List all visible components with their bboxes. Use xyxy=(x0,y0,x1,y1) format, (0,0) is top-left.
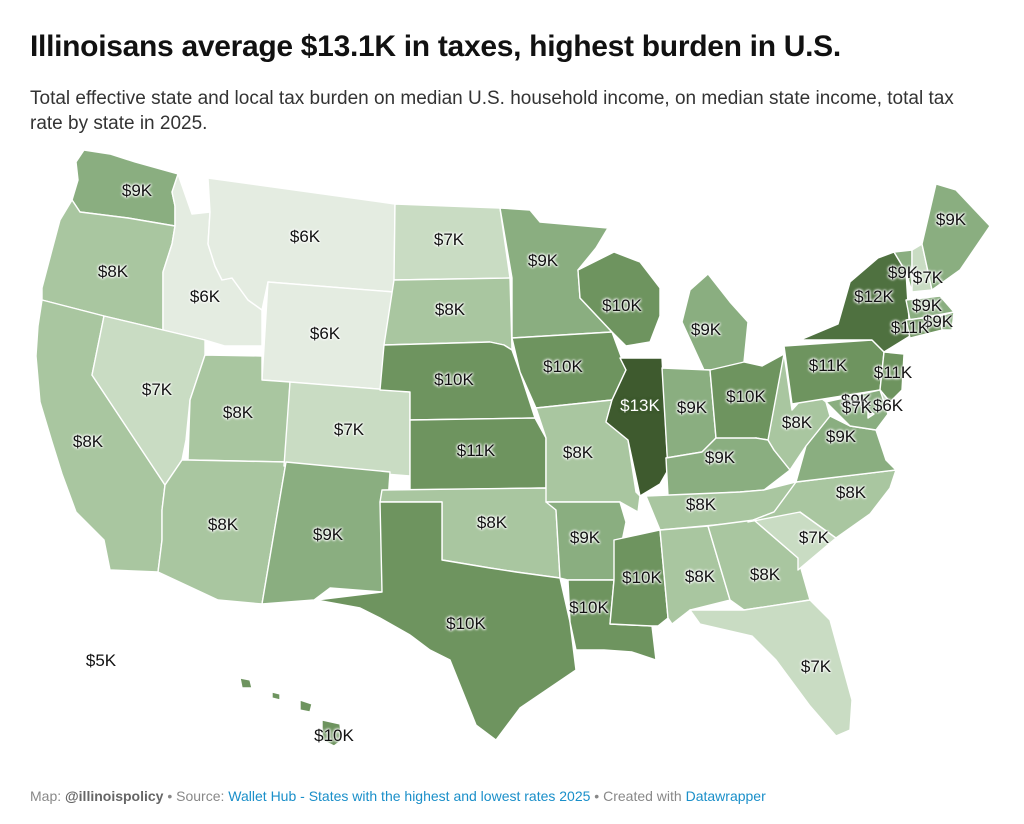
state-label-co: $7K xyxy=(333,420,365,439)
state-label-ut: $8K xyxy=(222,403,254,422)
state-label-nv: $7K xyxy=(141,380,173,399)
datawrapper-link[interactable]: Datawrapper xyxy=(685,788,766,804)
state-hi-part-2[interactable] xyxy=(299,699,313,713)
footer-map-credit: @illinoispolicy xyxy=(65,788,164,804)
state-label-az: $8K xyxy=(207,515,239,534)
state-de[interactable] xyxy=(879,389,891,415)
state-label-il: $13K xyxy=(620,396,660,415)
state-nj[interactable] xyxy=(879,351,905,403)
state-dc[interactable] xyxy=(867,409,875,419)
choropleth-map: $9K $8K $8K $6K $7K $6K $6K $8K $8K $7K $9K $7K $8K $… xyxy=(0,140,1024,780)
state-label-ca: $8K xyxy=(72,432,104,451)
state-ne[interactable] xyxy=(379,341,536,421)
state-label-tn: $8K xyxy=(685,495,717,514)
state-wv[interactable] xyxy=(767,353,831,471)
state-label-wy: $6K xyxy=(309,324,341,343)
state-label-la: $10K xyxy=(569,598,609,617)
state-label-va: $9K xyxy=(825,427,857,446)
map-subtitle: Total effective state and local tax burd… xyxy=(30,88,954,134)
state-label-hi: $10K xyxy=(314,726,354,745)
state-hi-part-1[interactable] xyxy=(271,691,281,701)
state-label-id: $6K xyxy=(189,287,221,306)
state-label-ma: $9K xyxy=(911,296,943,315)
state-hi-part-3[interactable] xyxy=(321,719,343,747)
state-label-tx: $10K xyxy=(446,614,486,633)
state-label-pa: $11K xyxy=(808,356,848,375)
footer-map-prefix: Map: xyxy=(30,788,66,804)
state-label-wi: $10K xyxy=(602,296,642,315)
state-label-ar: $9K xyxy=(569,528,601,547)
state-label-or: $8K xyxy=(97,262,129,281)
state-label-ia: $10K xyxy=(543,357,583,376)
state-tx[interactable] xyxy=(315,501,577,741)
state-label-ri: $9K xyxy=(922,312,954,331)
state-label-nc: $8K xyxy=(835,483,867,502)
state-label-de: $7K xyxy=(841,398,873,417)
state-me[interactable] xyxy=(921,183,991,291)
state-label-nd: $7K xyxy=(433,230,465,249)
state-label-wv: $8K xyxy=(781,413,813,432)
state-label-ny: $12K xyxy=(854,287,894,306)
state-label-me: $9K xyxy=(935,210,967,229)
state-label-al: $8K xyxy=(684,567,716,586)
state-nc[interactable] xyxy=(747,469,897,539)
state-label-sc: $7K xyxy=(798,528,830,547)
state-nm[interactable] xyxy=(261,461,391,605)
state-label-sd: $8K xyxy=(434,300,466,319)
state-label-oh: $10K xyxy=(726,387,766,406)
state-label-mn: $9K xyxy=(527,251,559,270)
state-label-in: $9K xyxy=(676,398,708,417)
state-label-md: $9K xyxy=(840,391,872,410)
map-canvas xyxy=(35,149,991,747)
state-label-nm: $9K xyxy=(312,525,344,544)
state-label-mi: $9K xyxy=(690,320,722,339)
state-label-ky: $9K xyxy=(704,448,736,467)
state-hi[interactable] xyxy=(239,677,253,689)
state-label-mt: $6K xyxy=(289,227,321,246)
state-label-ga: $8K xyxy=(749,565,781,584)
state-wi[interactable] xyxy=(577,251,661,347)
state-label-ct: $11K xyxy=(890,318,930,337)
state-label-ms: $10K xyxy=(622,568,662,587)
state-label-dc: $6K xyxy=(872,396,904,415)
state-label-ak: $5K xyxy=(85,651,117,670)
state-label-ok: $8K xyxy=(476,513,508,532)
source-link[interactable]: Wallet Hub - States with the highest and… xyxy=(228,788,591,804)
state-label-mo: $8K xyxy=(562,443,594,462)
map-title: Illinoisans average $13.1K in taxes, hig… xyxy=(30,30,841,63)
state-nv[interactable] xyxy=(91,315,206,486)
state-label-nj: $11K xyxy=(873,363,913,382)
state-label-ne: $10K xyxy=(434,370,474,389)
state-label-fl: $7K xyxy=(800,657,832,676)
state-ct[interactable] xyxy=(905,315,943,339)
footer: Map: @illinoispolicy • Source: Wallet Hu… xyxy=(30,788,766,804)
state-label-nh: $7K xyxy=(912,268,944,287)
state-label-ks: $11K xyxy=(456,441,496,460)
state-label-wa: $9K xyxy=(121,181,153,200)
footer-source-prefix: • Source: xyxy=(163,788,229,804)
state-fl[interactable] xyxy=(689,599,853,737)
state-label-vt: $9K xyxy=(887,263,919,282)
footer-created-prefix: • Created with xyxy=(590,788,686,804)
